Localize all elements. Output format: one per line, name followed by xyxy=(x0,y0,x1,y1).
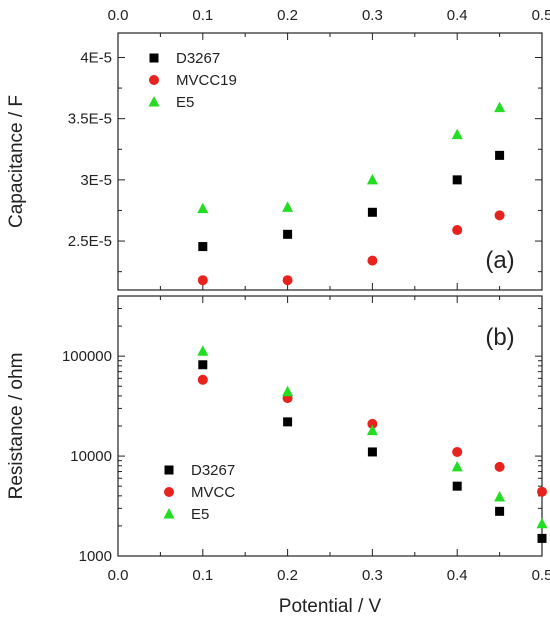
bottom-x-tick-label: 0.4 xyxy=(447,567,468,584)
panel-b-legend: D3267 MVCC E5 xyxy=(163,462,235,523)
data-point-d3267 xyxy=(198,242,208,252)
top-x-tick-label: 0.0 xyxy=(108,7,129,24)
top-x-tick-label: 0.5 xyxy=(532,7,550,24)
panel-a-label: (a) xyxy=(485,247,514,274)
data-point-mvcc19 xyxy=(494,210,505,221)
panel-b-ticks: 1000 10000 100000 xyxy=(62,295,543,565)
data-point-d3267 xyxy=(367,447,377,457)
data-point-mvcc xyxy=(367,418,378,429)
legend-label: D3267 xyxy=(176,50,220,67)
top-x-tick-labels: 0.0 0.1 0.2 0.3 0.4 0.5 xyxy=(108,7,550,24)
y-tick-label: 4E-5 xyxy=(80,49,112,66)
legend-label: E5 xyxy=(176,94,194,111)
data-point-mvcc xyxy=(537,486,547,497)
legend-marker-d3267 xyxy=(164,465,174,475)
data-point-e5 xyxy=(282,385,294,397)
panel-a-y-axis-title: Capacitance / F xyxy=(6,95,27,228)
data-point-d3267 xyxy=(452,175,462,185)
data-point-d3267 xyxy=(495,506,505,516)
y-tick-label: 100000 xyxy=(62,348,112,365)
data-point-e5 xyxy=(451,128,463,140)
data-point-mvcc xyxy=(494,461,505,472)
data-point-e5 xyxy=(197,202,209,214)
panel-b-y-axis-title: Resistance / ohm xyxy=(6,353,27,500)
top-x-tick-label: 0.2 xyxy=(277,7,298,24)
y-tick-label: 10000 xyxy=(70,448,112,465)
top-x-tick-label: 0.1 xyxy=(192,7,213,24)
panel-b-label: (b) xyxy=(485,324,514,351)
panel-a-points xyxy=(197,101,506,286)
data-point-d3267 xyxy=(537,533,547,543)
bottom-x-tick-label: 0.0 xyxy=(108,567,129,584)
bottom-x-tick-label: 0.1 xyxy=(192,567,213,584)
top-x-tick-label: 0.4 xyxy=(447,7,468,24)
panel-a-legend: D3267 MVCC19 E5 xyxy=(148,50,237,111)
bottom-x-tick-label: 0.5 xyxy=(532,567,550,584)
panel-a-ticks: 2.5E-5 3E-5 3.5E-5 4E-5 xyxy=(68,33,543,290)
panel-a: 2.5E-5 3E-5 3.5E-5 4E-5 D3267 MVCC19 E5 (a) C… xyxy=(6,32,543,291)
bottom-x-tick-label: 0.3 xyxy=(362,567,383,584)
data-point-e5 xyxy=(494,101,506,113)
panel-b-frame xyxy=(117,295,543,557)
legend-marker-e5 xyxy=(163,508,175,519)
data-point-d3267 xyxy=(367,207,377,217)
data-point-d3267 xyxy=(495,150,505,160)
data-point-d3267 xyxy=(198,360,208,370)
bottom-x-tick-labels: 0.0 0.1 0.2 0.3 0.4 0.5 xyxy=(108,567,550,584)
data-point-e5 xyxy=(366,424,378,436)
data-point-mvcc xyxy=(452,446,463,457)
data-point-e5 xyxy=(494,490,506,502)
data-point-mvcc19 xyxy=(197,275,208,286)
y-tick-label: 3.5E-5 xyxy=(68,111,112,128)
legend-marker-d3267 xyxy=(149,53,159,63)
data-point-mvcc xyxy=(197,374,208,385)
data-point-e5 xyxy=(366,173,378,185)
legend-marker-e5 xyxy=(148,96,160,107)
top-x-tick-label: 0.3 xyxy=(362,7,383,24)
panel-b-points xyxy=(197,345,548,543)
y-tick-label: 1000 xyxy=(79,548,112,565)
panel-b: 1000 10000 100000 D3267 MVCC E5 (b) Resistan… xyxy=(6,295,548,565)
data-point-mvcc19 xyxy=(282,275,293,286)
legend-label: MVCC19 xyxy=(176,72,237,89)
data-point-e5 xyxy=(451,460,463,472)
y-tick-label: 3E-5 xyxy=(80,172,112,189)
data-point-d3267 xyxy=(452,481,462,491)
legend-label: D3267 xyxy=(191,462,235,479)
y-tick-label: 2.5E-5 xyxy=(68,233,112,250)
data-point-mvcc19 xyxy=(452,225,463,236)
legend-marker-mvcc xyxy=(164,487,174,497)
x-axis-title: Potential / V xyxy=(279,596,382,617)
data-point-e5 xyxy=(536,517,548,529)
legend-label: E5 xyxy=(191,506,209,523)
data-point-e5 xyxy=(282,201,294,212)
legend-label: MVCC xyxy=(191,484,235,501)
legend-marker-mvcc19 xyxy=(149,75,159,85)
data-point-e5 xyxy=(197,345,209,356)
data-point-mvcc19 xyxy=(367,255,378,266)
data-point-d3267 xyxy=(283,417,293,427)
data-point-d3267 xyxy=(283,229,293,239)
bottom-x-tick-label: 0.2 xyxy=(277,567,298,584)
